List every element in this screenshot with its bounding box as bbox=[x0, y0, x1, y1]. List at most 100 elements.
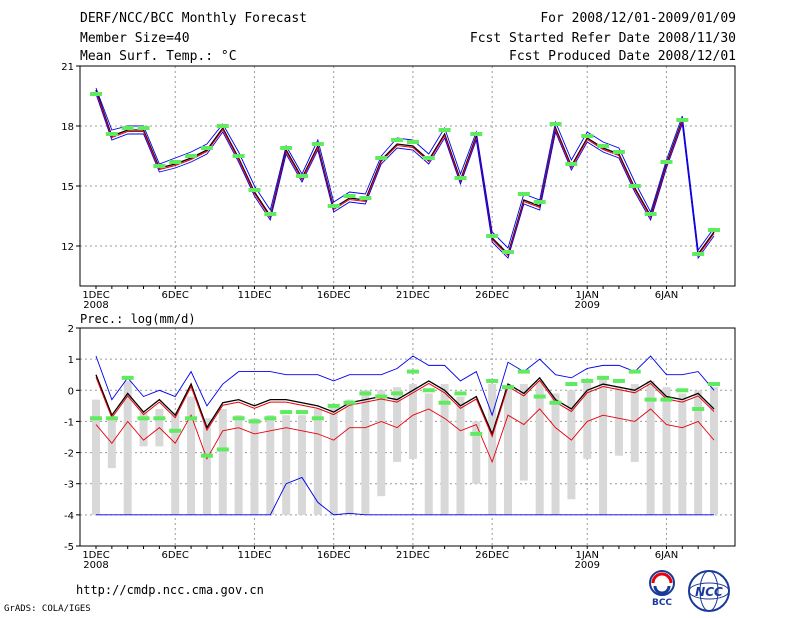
observed-marker bbox=[612, 150, 625, 154]
grads-credit: GrADS: COLA/IGES bbox=[4, 604, 91, 614]
spread-box bbox=[139, 412, 148, 447]
ensemble-red-line bbox=[95, 377, 715, 438]
spread-box bbox=[535, 380, 544, 515]
forecast-period: For 2008/12/01-2009/01/09 bbox=[540, 11, 736, 26]
observed-marker bbox=[502, 385, 514, 390]
observed-marker bbox=[692, 406, 705, 411]
fcst-produced-date: Fcst Produced Date 2008/12/01 bbox=[509, 49, 736, 64]
spread-box bbox=[614, 387, 623, 456]
observed-marker bbox=[375, 394, 388, 399]
spread-box bbox=[710, 387, 718, 515]
x-tick-label: 1DEC bbox=[82, 290, 109, 301]
member-size: Member Size=40 bbox=[80, 31, 190, 46]
upper-line bbox=[95, 87, 715, 252]
observed-marker bbox=[343, 194, 356, 198]
observed-marker bbox=[153, 164, 166, 168]
x-tick-label: 6DEC bbox=[162, 550, 189, 561]
x-tick-year: 2009 bbox=[575, 560, 600, 571]
observed-marker bbox=[185, 154, 198, 158]
spread-box bbox=[218, 408, 227, 515]
observed-marker bbox=[90, 416, 102, 421]
observed-marker bbox=[121, 126, 134, 130]
source-url[interactable]: http://cmdp.ncc.cma.gov.cn bbox=[76, 583, 264, 597]
spread-box bbox=[329, 405, 338, 515]
observed-marker bbox=[533, 394, 546, 399]
observed-marker bbox=[597, 375, 610, 380]
observed-marker bbox=[327, 403, 340, 408]
ensemble-red-line bbox=[95, 91, 715, 257]
observed-marker bbox=[708, 228, 720, 232]
observed-marker bbox=[121, 375, 134, 380]
spread-box bbox=[456, 396, 465, 515]
prec-panel-title: Prec.: log(mm/d) bbox=[80, 312, 196, 326]
y-tick-label: 18 bbox=[61, 122, 74, 133]
observed-marker bbox=[391, 138, 404, 142]
spread-box bbox=[187, 396, 196, 515]
observed-marker bbox=[280, 146, 293, 150]
plot-frame bbox=[79, 65, 736, 287]
observed-marker bbox=[391, 391, 404, 396]
observed-marker bbox=[549, 122, 562, 126]
observed-marker bbox=[549, 400, 562, 405]
spread-box bbox=[377, 390, 386, 497]
observed-marker bbox=[438, 400, 451, 405]
x-tick-label: 1JAN bbox=[575, 550, 598, 561]
spread-box bbox=[266, 415, 275, 515]
observed-marker bbox=[597, 144, 610, 148]
x-tick-label: 26DEC bbox=[475, 550, 509, 561]
spread-box bbox=[662, 387, 671, 515]
variable-label: Mean Surf. Temp.: °C bbox=[80, 49, 237, 64]
spread-box bbox=[361, 390, 370, 515]
chart-title: DERF/NCC/BCC Monthly Forecast bbox=[80, 11, 307, 26]
observed-marker bbox=[581, 134, 594, 138]
observed-marker bbox=[470, 132, 483, 136]
observed-marker bbox=[232, 416, 245, 421]
observed-marker bbox=[216, 447, 229, 452]
observed-marker bbox=[438, 128, 451, 132]
y-tick-label: 15 bbox=[61, 182, 74, 193]
y-tick-label: -2 bbox=[64, 449, 74, 460]
x-tick-label: 21DEC bbox=[396, 290, 430, 301]
observed-marker bbox=[105, 132, 118, 136]
x-tick-label: 6DEC bbox=[162, 290, 189, 301]
spread-box bbox=[440, 384, 449, 515]
lower-line bbox=[95, 93, 715, 260]
spread-box bbox=[551, 393, 560, 515]
spread-box bbox=[646, 380, 655, 515]
observed-marker bbox=[533, 200, 546, 204]
observed-marker bbox=[517, 192, 530, 196]
upper-line bbox=[95, 355, 715, 417]
spread-box bbox=[298, 415, 306, 515]
observed-marker bbox=[311, 416, 324, 421]
observed-marker bbox=[660, 397, 673, 402]
spread-box bbox=[630, 384, 639, 462]
y-tick-label: -3 bbox=[64, 480, 74, 491]
x-tick-label: 6JAN bbox=[655, 550, 678, 561]
observed-marker bbox=[454, 391, 467, 396]
minimum-line bbox=[96, 476, 714, 516]
mean-line bbox=[95, 374, 715, 436]
y-tick-label: 1 bbox=[68, 355, 74, 366]
observed-marker bbox=[359, 196, 372, 200]
x-tick-year: 2008 bbox=[83, 560, 108, 571]
x-tick-label: 11DEC bbox=[238, 550, 272, 561]
observed-marker bbox=[169, 160, 182, 164]
observed-marker bbox=[264, 416, 277, 421]
observed-marker bbox=[406, 369, 419, 374]
observed-marker bbox=[628, 184, 641, 188]
observed-marker bbox=[105, 416, 118, 421]
observed-marker bbox=[264, 212, 277, 216]
observed-marker bbox=[565, 382, 578, 387]
y-tick-label: -5 bbox=[64, 542, 74, 553]
observed-marker bbox=[359, 391, 372, 396]
observed-marker bbox=[486, 378, 499, 383]
x-tick-label: 21DEC bbox=[396, 550, 430, 561]
observed-marker bbox=[137, 126, 150, 130]
x-tick-year: 2008 bbox=[83, 300, 108, 311]
y-tick-label: 12 bbox=[61, 242, 74, 253]
y-tick-label: 21 bbox=[61, 62, 74, 73]
spread-box bbox=[234, 415, 243, 515]
observed-marker bbox=[565, 162, 578, 166]
